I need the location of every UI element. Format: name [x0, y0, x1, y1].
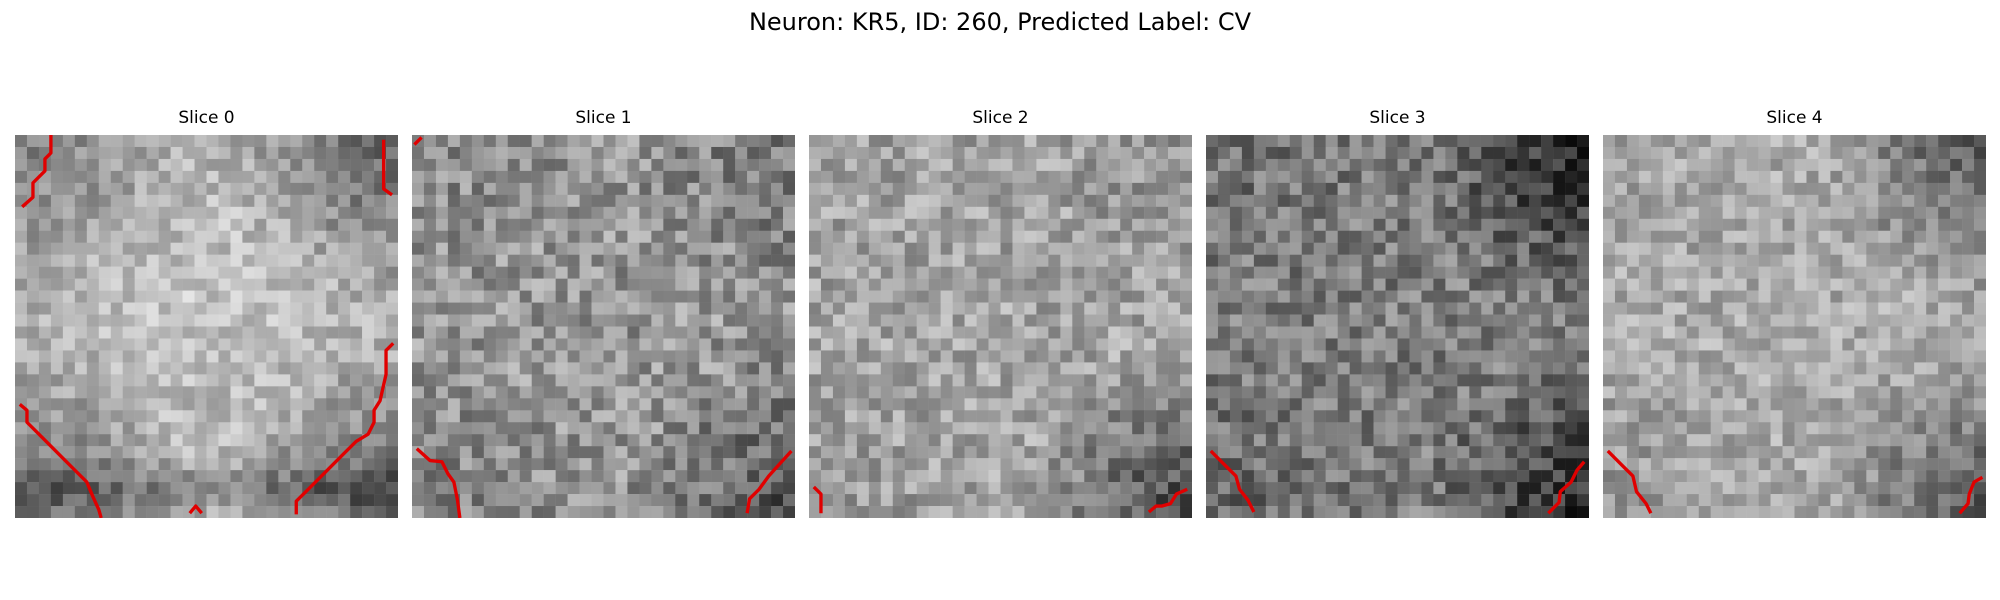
contour-line: [18, 403, 103, 518]
contour-line: [294, 342, 395, 515]
slice-panel-3: Slice 3: [1206, 108, 1589, 518]
slice-image-0: [15, 135, 398, 518]
contour-overlay-4: [1606, 449, 1984, 515]
slice-title-1: Slice 1: [575, 108, 632, 128]
pixel-grid-1: [412, 135, 795, 518]
contour-line: [413, 136, 423, 146]
slice-panel-1: Slice 1: [412, 108, 795, 518]
slice-image-2: [809, 135, 1192, 518]
contour-overlay-2: [812, 485, 1188, 514]
contour-line: [812, 485, 823, 514]
slice-image-3: [1206, 135, 1589, 518]
contour-line: [1606, 449, 1653, 514]
slice-title-0: Slice 0: [178, 108, 235, 128]
pixel-grid-2: [809, 135, 1192, 518]
slice-panel-0: Slice 0: [15, 108, 398, 518]
contour-line: [188, 504, 203, 515]
slice-panel-4: Slice 4: [1603, 108, 1986, 518]
slice-panel-2: Slice 2: [809, 108, 1192, 518]
pixel-grid-0: [15, 135, 398, 518]
contour-line: [1547, 460, 1586, 515]
contour-line: [1147, 487, 1188, 514]
slice-title-4: Slice 4: [1766, 108, 1823, 128]
pixel-grid-4: [1603, 135, 1986, 518]
contour-line: [745, 449, 793, 514]
slice-title-3: Slice 3: [1369, 108, 1426, 128]
contour-overlay-3: [1209, 449, 1586, 515]
slice-image-1: [412, 135, 795, 518]
pixel-grid-3: [1206, 135, 1589, 518]
slice-image-4: [1603, 135, 1986, 518]
contour-line: [381, 139, 393, 197]
contour-line: [415, 447, 462, 518]
contour-line: [1209, 449, 1256, 513]
contour-overlay-1: [413, 136, 793, 518]
contour-overlay-0: [18, 135, 395, 518]
contour-line: [1958, 475, 1984, 515]
figure-title: Neuron: KR5, ID: 260, Predicted Label: C…: [748, 8, 1252, 36]
slice-title-2: Slice 2: [972, 108, 1029, 128]
contour-line: [21, 135, 53, 209]
